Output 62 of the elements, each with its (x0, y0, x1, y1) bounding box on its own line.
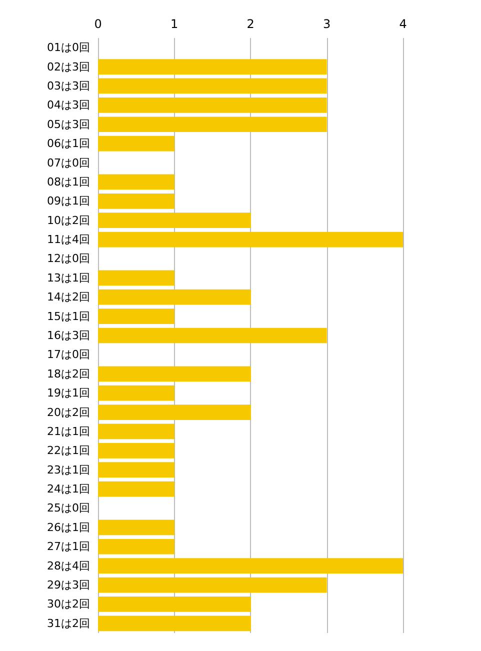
y-tick-label: 11は4回 (47, 233, 90, 246)
bar (98, 481, 174, 497)
bar (98, 462, 174, 478)
bar (98, 59, 327, 74)
bar (98, 193, 174, 209)
y-tick-label: 23は1回 (47, 463, 90, 476)
bar (98, 289, 250, 305)
x-tick-label: 1 (170, 17, 178, 31)
y-tick-label: 25は0回 (47, 502, 90, 515)
y-tick-label: 21は1回 (47, 424, 90, 438)
x-tick-label: 3 (322, 17, 331, 31)
bar (98, 538, 174, 554)
y-tick-label: 20は2回 (47, 406, 90, 419)
bar (98, 328, 327, 344)
bar (98, 78, 327, 94)
bar (98, 520, 174, 536)
y-tick-label: 12は0回 (47, 252, 90, 266)
y-tick-label: 29は3回 (47, 578, 90, 592)
y-tick-label: 24は1回 (47, 482, 90, 496)
x-tick-label: 2 (246, 17, 254, 31)
y-tick-label: 10は2回 (47, 214, 90, 227)
bar (98, 98, 327, 113)
bar (98, 616, 250, 632)
bar (98, 596, 250, 612)
y-tick-label: 14は2回 (47, 290, 90, 304)
bar (98, 116, 327, 132)
y-tick-label: 02は3回 (47, 60, 90, 74)
y-tick-label: 22は1回 (47, 444, 90, 458)
bar (98, 366, 250, 382)
y-tick-label: 17は0回 (47, 348, 90, 362)
x-tick-label: 4 (399, 17, 407, 31)
bar (98, 136, 174, 152)
bar (98, 232, 403, 248)
y-tick-label: 27は1回 (47, 540, 90, 554)
y-tick-label: 28は4回 (47, 559, 90, 572)
x-tick-label: 0 (94, 17, 102, 31)
y-tick-label: 09は1回 (47, 194, 90, 208)
bar (98, 212, 250, 228)
y-tick-label: 18は2回 (47, 367, 90, 380)
bar (98, 404, 250, 420)
y-tick-label: 01は0回 (47, 41, 90, 54)
y-tick-label: 06は1回 (47, 137, 90, 150)
bar (98, 174, 174, 190)
y-tick-label: 13は1回 (47, 271, 90, 284)
y-tick-label: 08は1回 (47, 175, 90, 188)
y-tick-label: 30は2回 (47, 598, 90, 611)
y-tick-label: 16は3回 (47, 329, 90, 342)
bar (98, 442, 174, 458)
bar (98, 558, 403, 574)
y-tick-label: 26は1回 (47, 520, 90, 534)
bar (98, 270, 174, 286)
y-tick-label: 04は3回 (47, 98, 90, 112)
y-tick-label: 05は3回 (47, 118, 90, 131)
bar (98, 385, 174, 401)
bar (98, 424, 174, 440)
y-tick-label: 07は0回 (47, 156, 90, 170)
bar (98, 577, 327, 593)
y-tick-label: 03は3回 (47, 79, 90, 92)
y-tick-label: 31は2回 (47, 616, 90, 630)
y-tick-label: 19は1回 (47, 386, 90, 400)
y-tick-label: 15は1回 (47, 310, 90, 323)
bar (98, 308, 174, 324)
